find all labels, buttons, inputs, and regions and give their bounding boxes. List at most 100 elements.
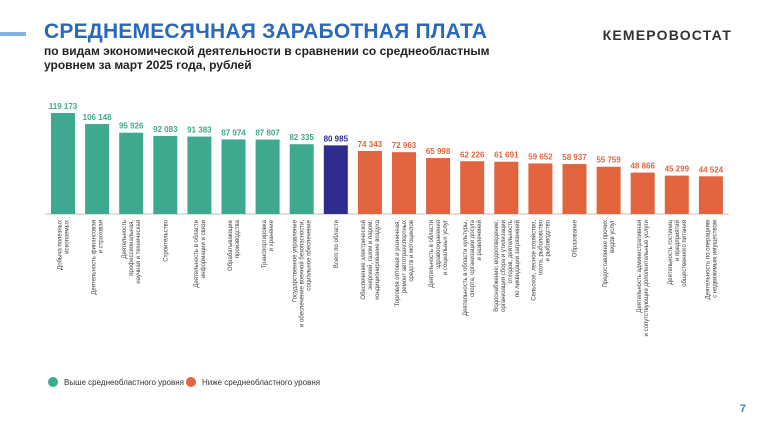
category-label-3-line-3: научная и техническая: [136, 220, 142, 284]
category-label-14-line-3: отходов, деятельность: [508, 220, 514, 284]
data-label-1: 119 173: [49, 102, 78, 111]
bar-15: [528, 163, 553, 214]
category-label-8: Государственное управление и обеспечение …: [293, 219, 313, 327]
bar-19: [664, 175, 689, 214]
data-label-13: 62 226: [460, 150, 485, 159]
data-label-19: 45 299: [665, 165, 690, 174]
category-label-3: Деятельность профессиональная, научная и т…: [122, 220, 142, 284]
category-label-7-line-2: и хранение: [269, 219, 275, 251]
data-label-4: 92 083: [153, 125, 178, 134]
legend-label-above: Выше среднеобластного уровня: [64, 377, 184, 387]
category-label-11: Торговля оптовая и розничная; ремонт авто…: [395, 220, 415, 307]
title-accent-line: [0, 32, 26, 36]
bar-3: [119, 132, 144, 214]
category-label-19-line-3: общественного питания: [682, 220, 688, 287]
category-label-11-line-1: Торговля оптовая и розничная;: [395, 220, 401, 307]
legend-item-below: Ниже среднеобластного уровня: [186, 375, 320, 389]
bar-8: [289, 144, 314, 214]
category-label-5-line-1: Деятельность в области: [194, 220, 200, 288]
category-label-10-line-2: энергией, газом и паром;: [367, 220, 374, 290]
page-title: СРЕДНЕМЕСЯЧНАЯ ЗАРАБОТНАЯ ПЛАТА: [44, 20, 488, 43]
category-label-8-line-3: социальное обеспечение: [307, 219, 313, 290]
bar-1: [51, 113, 75, 214]
data-label-5: 91 383: [187, 126, 212, 135]
bar-12: [426, 158, 451, 214]
category-label-1-line-1: Добыча полезных: [58, 220, 64, 270]
page-number: 7: [739, 403, 746, 415]
data-label-3: 95 926: [119, 122, 144, 131]
data-label-7: 87 807: [255, 129, 280, 138]
bar-11: [392, 152, 416, 214]
category-label-17-line-2: видов услуг: [610, 219, 616, 253]
category-label-17-line-1: Предоставление прочих: [603, 220, 609, 288]
legend-item-above: Выше среднеобластного уровня: [48, 375, 184, 389]
category-label-16-line-1: Образование: [573, 219, 579, 257]
category-label-3-line-1: Деятельность: [122, 220, 128, 259]
category-label-20-line-1: Деятельность по операциям: [705, 220, 711, 299]
category-label-14-line-1: Водоснабжение; водоотведение,: [494, 220, 500, 312]
category-label-10-line-3: кондиционирование воздуха: [375, 219, 381, 299]
data-label-12: 65 998: [426, 147, 451, 156]
category-label-19: Деятельность гостиниц и предприятий общест…: [668, 219, 688, 286]
category-label-18-line-1: Деятельность административная: [637, 220, 643, 313]
category-label-14: Водоснабжение; водоотведение, организация…: [494, 220, 521, 312]
category-label-8-line-1: Государственное управление: [293, 219, 299, 302]
category-label-9-line-1: Всего по области: [334, 220, 340, 268]
bar-14: [494, 161, 519, 214]
category-label-12: Деятельность в области здравоохранения и с…: [429, 219, 449, 287]
category-label-15-line-2: охота, рыболовство: [538, 219, 544, 275]
bar-7: [255, 139, 280, 214]
category-label-9: Всего по области: [334, 220, 340, 268]
legend-swatch-above: [48, 377, 58, 387]
category-label-19-line-2: и предприятий: [674, 220, 681, 261]
data-label-18: 48 866: [630, 162, 655, 171]
category-label-13-line-2: спорта, организации досуга: [470, 219, 476, 297]
category-label-13-line-3: и развлечений: [476, 220, 483, 261]
bar-18: [630, 172, 655, 214]
category-label-13-line-1: Деятельность в области культуры,: [463, 220, 469, 316]
data-label-8: 82 335: [289, 133, 314, 142]
category-label-1-line-2: ископаемых: [65, 220, 71, 254]
bar-9: [323, 145, 348, 214]
category-label-1: Добыча полезных ископаемых: [58, 220, 71, 270]
category-label-2-line-2: и страховая: [99, 220, 105, 253]
bar-17: [596, 166, 621, 214]
data-label-14: 61 691: [494, 151, 519, 160]
category-label-7: Транспортировка и хранение: [262, 219, 275, 268]
data-label-6: 87 974: [221, 128, 246, 137]
category-label-13: Деятельность в области культуры, спорта, …: [463, 219, 483, 316]
data-label-10: 74 343: [358, 140, 383, 149]
data-label-17: 55 759: [596, 156, 621, 165]
category-label-11-line-3: средств и мотоциклов: [409, 220, 415, 282]
category-label-6: Обрабатывающие производства: [228, 219, 241, 271]
category-label-15-line-3: и рыбоводство: [545, 219, 551, 261]
legend-swatch-below: [186, 377, 196, 387]
category-label-14-line-4: по ликвидации загрязнений: [514, 220, 521, 297]
category-label-17: Предоставление прочих видов услуг: [603, 219, 616, 287]
category-label-14-line-2: организация сбора и утилизации: [501, 220, 507, 312]
data-label-16: 58 937: [562, 153, 587, 162]
category-label-18: Деятельность административная и сопутству…: [637, 220, 650, 336]
category-label-19-line-1: Деятельность гостиниц: [668, 219, 674, 284]
data-label-11: 72 963: [392, 141, 417, 150]
category-label-3-line-2: профессиональная,: [129, 220, 135, 276]
category-label-5: Деятельность в области информации и связи: [194, 220, 207, 288]
category-label-11-line-2: ремонт автотранспортных: [402, 220, 408, 293]
category-label-15: Сельское, лесное хозяйство, охота, рыболо…: [530, 219, 551, 300]
legend-label-below: Ниже среднеобластного уровня: [202, 377, 321, 387]
bar-20: [698, 176, 723, 214]
bar-10: [357, 150, 382, 214]
category-label-4-line-1: Строительство: [163, 219, 169, 261]
category-label-2: Деятельность финансовая и страховая: [92, 220, 105, 295]
data-label-2: 106 148: [83, 113, 112, 122]
bar-2: [85, 124, 110, 214]
data-label-9: 80 985: [324, 134, 349, 143]
category-label-10-line-1: Обеспечение электрической: [360, 220, 367, 300]
bar-5: [187, 136, 212, 214]
category-label-16: Образование: [573, 219, 579, 257]
category-label-15-line-1: Сельское, лесное хозяйство,: [530, 220, 537, 301]
category-label-2-line-1: Деятельность финансовая: [92, 220, 98, 295]
category-label-12-line-2: здравоохранения: [436, 220, 442, 269]
category-label-12-line-1: Деятельность в области: [429, 220, 435, 288]
